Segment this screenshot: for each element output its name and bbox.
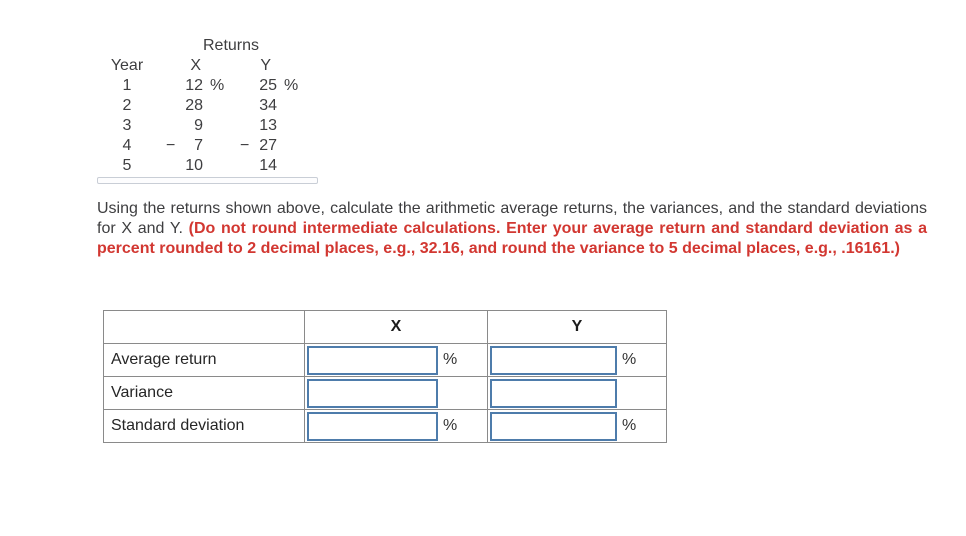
table-row-standard-deviation: Standard deviation % % [103,409,667,443]
percent-suffix: % [443,351,458,368]
instructions-text: Using the returns shown above, calculate… [97,200,927,237]
x-percent-sign [203,136,231,156]
y-value: 13 [259,117,277,134]
y-value-cell: − 27 [231,136,277,156]
year-cell: 1 [122,77,132,94]
y-value-cell: 34 [231,96,277,116]
variance-y-input[interactable] [490,378,617,408]
x-value-cell: 12 [157,76,203,96]
row-label-standard-deviation: Standard deviation [103,409,305,443]
row-label-average-return: Average return [103,343,305,377]
spacer-cell [277,56,305,76]
column-header-y: Y [487,310,667,344]
y-value: 14 [259,157,277,174]
x-value: 28 [185,97,203,114]
returns-header-y: Y [260,57,271,74]
x-percent-sign: % [210,77,225,94]
problem-statement: Using the returns shown above, calculate… [97,199,927,259]
y-percent-sign [277,136,305,156]
y-percent-sign [277,116,305,136]
column-header-x: X [304,310,488,344]
returns-table: Returns Year X Y 1 12 % 25 % 2 28 34 [97,36,318,184]
returns-header-year: Year [110,57,144,74]
instructions-emphasis: (Do not round intermediate calculations.… [97,220,927,257]
x-value: 10 [185,157,203,174]
y-value-cell: 25 [231,76,277,96]
y-percent-sign [277,96,305,116]
returns-header-x: X [190,57,201,74]
average-return-y-input[interactable] [490,345,617,375]
row-label-variance: Variance [103,376,305,410]
returns-title: Returns [202,37,260,54]
returns-grid: Year X Y 1 12 % 25 % 2 28 34 3 [97,56,318,176]
average-return-x-input[interactable] [307,345,438,375]
percent-suffix: % [443,417,458,434]
answer-header-row: X Y [103,310,667,344]
x-percent-sign [203,156,231,176]
year-cell: 3 [122,117,132,134]
y-value: 27 [259,137,277,154]
spacer-cell [203,56,231,76]
x-value: 12 [185,77,203,94]
x-value: 7 [194,137,203,154]
year-cell: 5 [122,157,132,174]
horizontal-scrollbar[interactable] [97,177,318,184]
answer-table: X Y Average return % % Variance Standard… [103,310,667,443]
year-cell: 2 [122,97,132,114]
x-value-cell: − 7 [157,136,203,156]
y-value-cell: 14 [231,156,277,176]
x-value-cell: 9 [157,116,203,136]
y-percent-sign [277,156,305,176]
standard-deviation-x-input[interactable] [307,411,438,441]
table-row-variance: Variance [103,376,667,410]
percent-suffix: % [622,417,637,434]
y-value: 25 [259,77,277,94]
y-value: 34 [259,97,277,114]
x-value-cell: 28 [157,96,203,116]
standard-deviation-y-input[interactable] [490,411,617,441]
y-percent-sign: % [284,77,299,94]
variance-x-input[interactable] [307,378,438,408]
x-percent-sign [203,116,231,136]
x-value-cell: 10 [157,156,203,176]
y-negative-sign: − [240,137,250,154]
y-value-cell: 13 [231,116,277,136]
x-value: 9 [194,117,203,134]
x-negative-sign: − [166,137,176,154]
x-percent-sign [203,96,231,116]
year-cell: 4 [122,137,132,154]
empty-header-cell [103,310,305,344]
percent-suffix: % [622,351,637,368]
table-row-average-return: Average return % % [103,343,667,377]
